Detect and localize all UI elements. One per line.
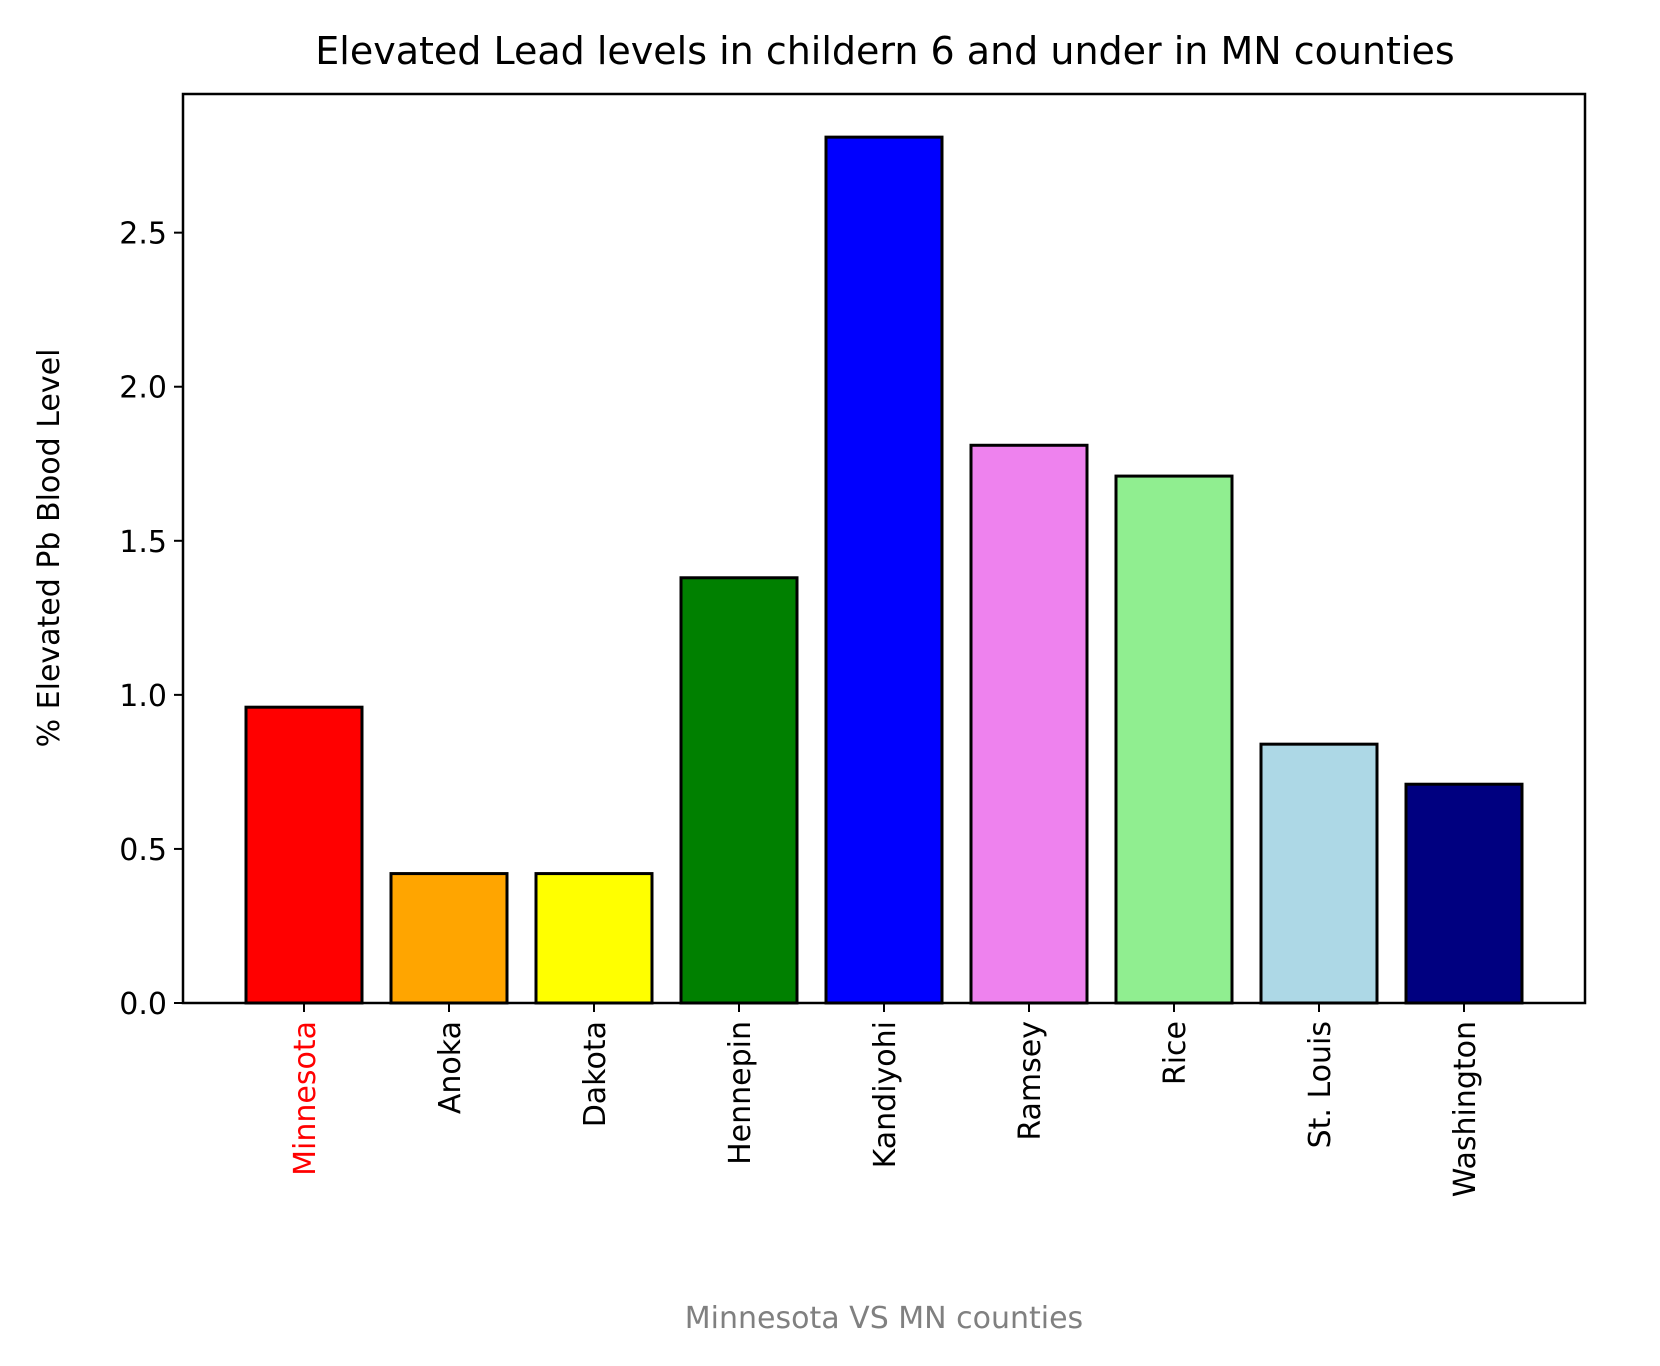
bar-dakota [534, 872, 654, 1005]
x-axis-label: Minnesota VS MN counties [685, 1301, 1083, 1336]
y-tick-label: 0.0 [119, 987, 167, 1022]
x-tick-label: Anoka [433, 1021, 468, 1114]
bar-rice [1114, 474, 1234, 1005]
plot-frame [181, 92, 1587, 1005]
x-tick-label: Dakota [578, 1021, 613, 1127]
x-tick-label: Hennepin [723, 1021, 758, 1165]
bar-washington [1404, 782, 1524, 1005]
x-tick-label: Rice [1158, 1021, 1193, 1085]
y-tick-label: 1.0 [119, 679, 167, 714]
y-tick-label: 0.5 [119, 833, 167, 868]
bar-st-louis [1259, 742, 1379, 1005]
x-tick-label: Kandiyohi [868, 1021, 903, 1168]
bar-hennepin [679, 576, 799, 1005]
bars-layer [244, 135, 1524, 1005]
y-axis-label: % Elevated Pb Blood Level [32, 349, 67, 748]
x-tick-label: St. Louis [1303, 1021, 1338, 1148]
bar-minnesota [244, 705, 364, 1005]
x-tick-label: Minnesota [288, 1021, 323, 1176]
y-tick-label: 1.5 [119, 525, 167, 560]
y-axis: 0.0 0.5 1.0 1.5 2.0 2.5 [119, 217, 183, 1022]
bar-ramsey [969, 443, 1089, 1005]
bar-kandiyohi [824, 135, 944, 1005]
chart-title: Elevated Lead levels in childern 6 and u… [315, 29, 1454, 73]
x-axis: Minnesota Anoka Dakota Hennepin Kandiyohi Ram… [288, 1003, 1483, 1197]
y-tick-label: 2.0 [119, 371, 167, 406]
x-tick-label: Ramsey [1013, 1021, 1048, 1141]
bar-anoka [389, 872, 509, 1005]
y-tick-label: 2.5 [119, 217, 167, 252]
x-tick-label: Washington [1448, 1021, 1483, 1197]
